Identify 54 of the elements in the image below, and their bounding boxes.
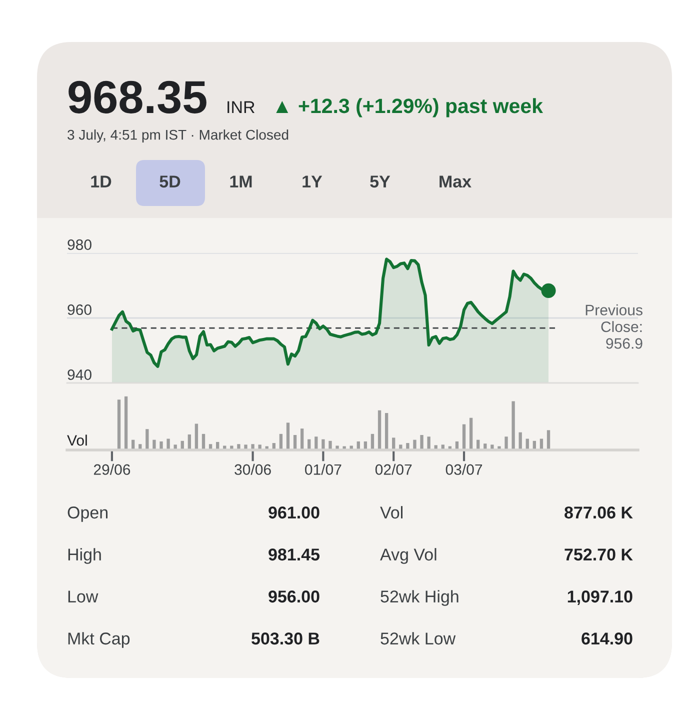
bar xyxy=(469,418,473,450)
bar xyxy=(124,396,128,450)
y-axis-title: Vol xyxy=(67,434,87,446)
text: 52wk High xyxy=(380,590,458,606)
text: Open xyxy=(68,506,108,522)
bar xyxy=(328,440,332,450)
bar xyxy=(152,440,156,450)
text: INR xyxy=(228,101,254,113)
bar xyxy=(384,413,388,450)
text: 614.90 xyxy=(582,632,632,645)
bar xyxy=(160,441,163,450)
text: Mkt Cap xyxy=(68,632,130,648)
bar xyxy=(413,440,416,450)
text: 5D xyxy=(160,176,180,188)
text: 1D xyxy=(91,176,112,188)
bar xyxy=(378,410,382,450)
bar xyxy=(504,436,508,450)
x-tick-label: 01/07 xyxy=(305,464,342,475)
y-tick-label: 980 xyxy=(68,239,92,250)
y-tick-label: 960 xyxy=(68,304,92,316)
ref-line-label: Previous Close: 956.9 xyxy=(586,304,642,349)
bar xyxy=(322,439,325,450)
text: Avg Vol xyxy=(380,548,436,564)
chart-title: 968.35 xyxy=(68,80,206,114)
text: 503.30 B xyxy=(252,632,320,645)
bar xyxy=(117,400,121,450)
text: 752.70 K xyxy=(564,548,633,561)
text: 1Y xyxy=(302,176,322,188)
text: Vol xyxy=(380,506,402,519)
text: 956.00 xyxy=(268,590,320,603)
text: 877.06 K xyxy=(564,506,633,519)
bar xyxy=(427,436,430,450)
y-tick-label: 940 xyxy=(68,369,92,380)
x-tick-label: 30/06 xyxy=(234,464,271,475)
text: High xyxy=(68,548,101,564)
text: 52wk Low xyxy=(380,632,456,645)
text: Low xyxy=(68,590,98,603)
bar xyxy=(286,422,290,450)
bar xyxy=(194,424,198,450)
bar xyxy=(146,429,149,450)
x-tick-label: 29/06 xyxy=(94,464,130,475)
x-tick-label: 03/07 xyxy=(446,464,482,475)
text: 1,097.10 xyxy=(568,590,632,606)
bar xyxy=(512,401,515,450)
text: Max xyxy=(440,176,472,188)
chart-subtitle: 3 July, 4:51 pm IST · Market Closed xyxy=(68,129,288,143)
bar xyxy=(420,434,424,450)
x-tick-label: 02/07 xyxy=(375,464,412,475)
text: 981.45 xyxy=(268,548,320,561)
text: 1M xyxy=(230,176,252,188)
bar xyxy=(166,438,170,450)
text: ▲ +12.3 (+1.29%) past week xyxy=(276,98,544,118)
text: 961.00 xyxy=(268,506,320,519)
text: 5Y xyxy=(370,176,390,188)
